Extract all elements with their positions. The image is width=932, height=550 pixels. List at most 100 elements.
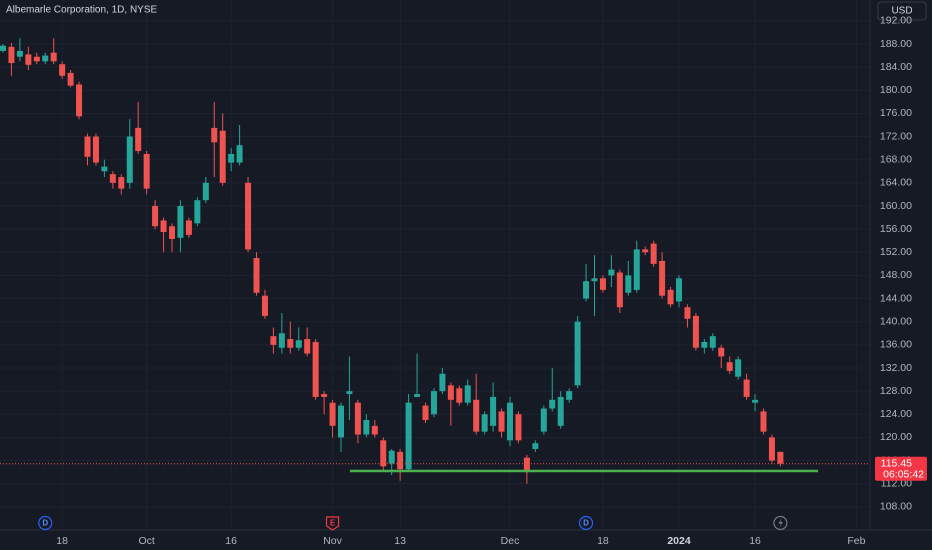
candle-body [338, 405, 344, 438]
event-label: E [330, 519, 336, 528]
candle-body [515, 414, 522, 441]
event-marker [325, 516, 340, 531]
y-tick-label: 164.00 [880, 177, 912, 189]
candle-body [253, 258, 260, 293]
candle-body [430, 391, 437, 415]
candle-body [261, 295, 268, 316]
x-tick-label: 13 [394, 535, 406, 547]
candle-body [616, 272, 623, 308]
y-tick-label: 144.00 [880, 292, 912, 304]
candle-body [760, 411, 767, 432]
currency-label[interactable]: USD [891, 6, 912, 17]
candle-body [126, 136, 133, 183]
y-tick-label: 108.00 [880, 501, 912, 513]
candle-body [135, 127, 142, 152]
currency-box[interactable] [877, 1, 927, 21]
candle-body [532, 443, 539, 449]
event-label: D [583, 519, 589, 528]
candle-body [718, 347, 725, 357]
candle-body [371, 425, 378, 435]
candle-body [380, 440, 387, 467]
countdown-label: 06:05:42 [883, 469, 924, 481]
candle-body [726, 362, 733, 371]
candle-body [169, 226, 175, 239]
candle-body [8, 46, 15, 64]
news-bolt [778, 518, 783, 528]
candle-body [270, 336, 277, 345]
candle-body [692, 315, 699, 348]
candle-body [236, 145, 243, 163]
candle-body [540, 408, 547, 432]
candle-body [642, 249, 649, 253]
y-tick-label: 160.00 [880, 200, 912, 212]
x-tick-label: 18 [597, 535, 609, 547]
y-tick-label: 124.00 [880, 408, 912, 420]
x-tick-label: Nov [323, 535, 342, 547]
candle-body [25, 54, 32, 65]
y-tick-label: 168.00 [880, 153, 912, 165]
news-icon [773, 515, 788, 531]
candle-body [346, 391, 353, 395]
x-tick-label: Feb [847, 535, 865, 547]
candle-body [0, 45, 6, 51]
candle-body [321, 394, 328, 397]
x-tick-label: 16 [749, 535, 761, 547]
candle-body [608, 269, 615, 276]
candle-body [743, 379, 750, 397]
candle-body [363, 420, 370, 435]
last-price-label: 115.45 [881, 458, 912, 470]
candle-body [684, 307, 691, 319]
candle-body [557, 396, 564, 426]
candle-body [295, 340, 302, 348]
y-tick-label: 148.00 [880, 269, 912, 281]
x-tick-label: 2024 [667, 535, 691, 547]
candle-body [464, 385, 471, 403]
candle-body [574, 321, 581, 386]
candle-body [473, 399, 480, 432]
y-tick-label: 140.00 [880, 315, 912, 327]
candle-body [752, 399, 759, 403]
candle-body [549, 399, 556, 409]
y-tick-label: 120.00 [880, 431, 912, 443]
grid [0, 0, 870, 530]
y-tick-label: 184.00 [880, 61, 912, 73]
last-price-box [875, 456, 927, 481]
candle-body [177, 205, 184, 238]
event-label: D [42, 519, 48, 528]
candle-body [219, 130, 226, 183]
candle-body [498, 411, 505, 432]
candle-body [566, 391, 573, 400]
x-tick-label: 16 [225, 535, 237, 547]
candle-body [143, 153, 150, 189]
plot-area [0, 38, 870, 484]
candle-body [447, 385, 454, 400]
candle-body [701, 341, 708, 348]
axes: 108.00112.00116.00120.00124.00128.00132.… [38, 15, 927, 547]
candle-body [481, 414, 488, 432]
candle-body [33, 56, 40, 62]
candle-body [633, 249, 640, 290]
chart-title: Albemarle Corporation, 1D, NYSE [6, 5, 158, 16]
candle-body [42, 55, 49, 62]
candle-body [312, 341, 319, 397]
candle-body [160, 220, 167, 233]
y-tick-label: 156.00 [880, 223, 912, 235]
candle-body [101, 166, 108, 172]
candle-body [583, 281, 590, 299]
y-tick-label: 176.00 [880, 107, 912, 119]
y-tick-label: 188.00 [880, 38, 912, 50]
candle-body [185, 220, 192, 235]
y-tick-label: 172.00 [880, 130, 912, 142]
candle-body [405, 402, 412, 470]
candle-body [354, 402, 361, 435]
candle-body [397, 451, 404, 470]
candle-body [676, 278, 682, 302]
y-tick-label: 180.00 [880, 84, 912, 96]
candle-body [287, 339, 294, 348]
candle-body [591, 278, 598, 282]
candle-body [456, 388, 463, 403]
candle-body [709, 336, 716, 348]
y-tick-label: 128.00 [880, 385, 912, 397]
candle-body [422, 405, 429, 421]
